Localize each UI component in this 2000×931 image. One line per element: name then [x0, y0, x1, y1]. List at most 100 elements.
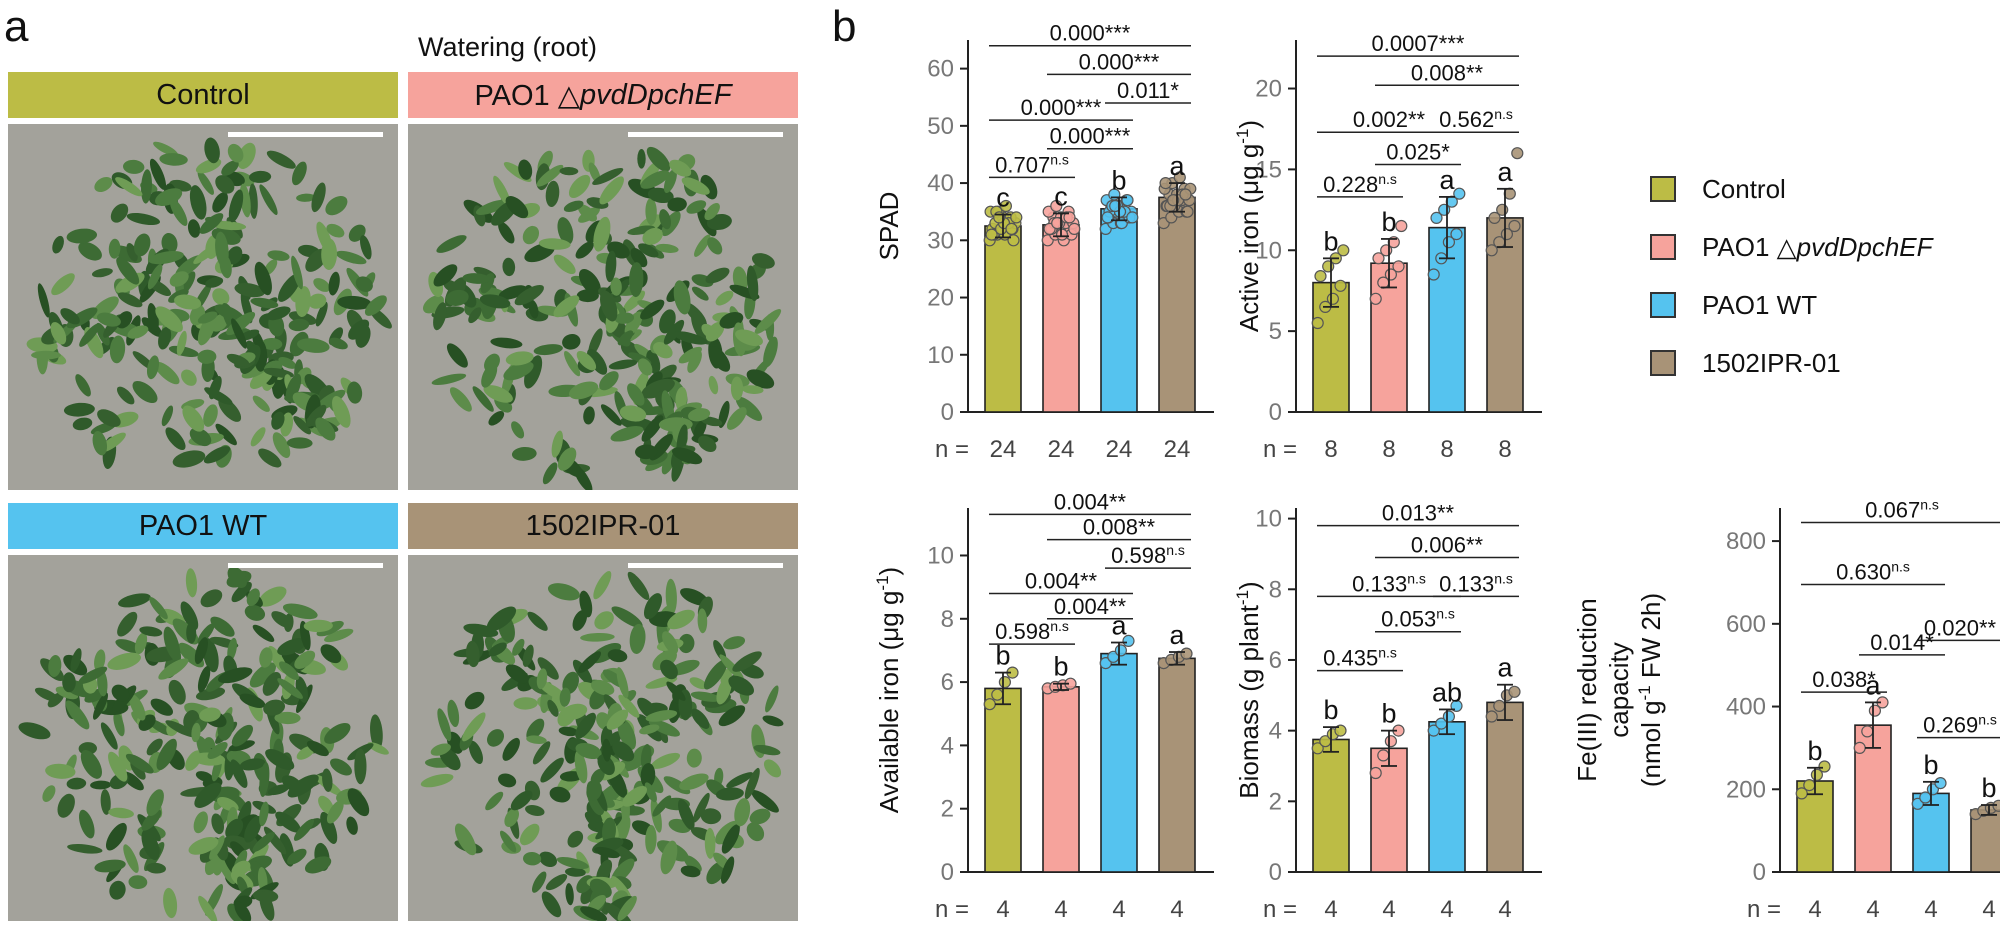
leaf — [288, 318, 310, 332]
bar — [984, 225, 1022, 413]
significance-letter: b — [1381, 699, 1396, 729]
y-tick-label: 40 — [927, 170, 954, 197]
leaf — [502, 257, 516, 277]
leaf — [45, 763, 76, 779]
leaf — [565, 883, 574, 906]
significance-mark: * — [1441, 140, 1450, 165]
leaf — [228, 189, 244, 223]
leaf — [34, 687, 59, 702]
comparison-label: 0.562n.s — [1439, 106, 1513, 132]
leaf — [523, 851, 542, 866]
leaf — [197, 666, 211, 693]
leaf — [559, 687, 571, 707]
leaf — [693, 792, 710, 823]
leaf — [263, 699, 286, 716]
scale-bar — [228, 563, 383, 568]
leaf — [594, 611, 614, 630]
leaf — [117, 611, 138, 637]
n-prefix: n = — [935, 436, 969, 463]
leaf — [630, 248, 648, 268]
leaf — [605, 250, 617, 283]
significance-letter: a — [1111, 611, 1127, 641]
leaf — [540, 757, 564, 783]
leaf — [168, 345, 199, 357]
leaf — [575, 241, 594, 259]
leaf — [675, 386, 688, 411]
leaf — [193, 244, 219, 265]
legend-swatch — [1650, 292, 1676, 318]
leaf — [592, 168, 624, 185]
leaf — [277, 273, 301, 302]
leaf — [161, 405, 174, 427]
n-label: 4 — [1170, 896, 1183, 923]
p-value: 0.014 — [1870, 630, 1925, 655]
y-tick-label: 10 — [927, 342, 954, 369]
data-point — [1337, 244, 1350, 257]
p-value: 0.228 — [1323, 172, 1378, 197]
leaf — [567, 830, 584, 848]
leaf — [149, 158, 167, 190]
leaf — [525, 805, 545, 816]
significance-letter: b — [1923, 750, 1938, 780]
leaf — [51, 273, 75, 296]
leaf — [18, 722, 51, 740]
leaf — [751, 253, 775, 269]
leaf — [239, 758, 266, 771]
leaf — [328, 271, 340, 296]
leaf — [511, 446, 537, 461]
leaf — [227, 566, 248, 589]
leaf — [538, 238, 571, 250]
leaf — [742, 385, 764, 394]
comparison-label: 0.269n.s — [1923, 712, 1997, 738]
leaf — [490, 337, 523, 349]
leaf — [532, 741, 551, 765]
leaf — [531, 871, 547, 893]
leaf — [753, 744, 781, 756]
y-tick-label: 20 — [927, 285, 954, 312]
data-point — [1126, 211, 1139, 224]
leaf — [619, 405, 647, 422]
leaf — [258, 448, 282, 468]
leaf — [259, 891, 275, 921]
panel-label-b: b — [832, 2, 857, 51]
leaf — [42, 785, 56, 802]
leaf — [462, 273, 490, 284]
data-point — [1450, 228, 1463, 241]
leaf — [574, 750, 588, 784]
leaf — [645, 676, 678, 689]
leaf — [252, 624, 275, 643]
comparison-label: 0.025* — [1386, 140, 1450, 165]
leaf — [679, 773, 709, 791]
leaf — [652, 795, 672, 817]
leaf — [158, 327, 172, 350]
data-point — [1442, 710, 1456, 723]
leaf — [505, 196, 529, 219]
leaf — [67, 844, 103, 854]
leaf — [225, 818, 244, 840]
data-point — [1334, 279, 1347, 292]
leaf — [648, 719, 681, 737]
leaf — [315, 301, 328, 327]
leaf — [278, 661, 300, 680]
significance-mark: *** — [1105, 21, 1131, 46]
foliage-drawing — [408, 124, 798, 490]
significance-letter: a — [1439, 165, 1455, 195]
y-axis-label: Biomass (g plant-1) — [1233, 581, 1264, 798]
p-value: 0.269 — [1923, 713, 1978, 738]
leaf — [578, 651, 602, 673]
leaf — [639, 724, 660, 735]
leaf — [462, 712, 486, 742]
p-value: 0.011 — [1117, 78, 1170, 103]
leaf — [655, 243, 679, 253]
data-point — [1496, 203, 1509, 216]
leaf — [304, 856, 332, 874]
leaf — [586, 780, 602, 801]
leaf — [239, 693, 266, 708]
leaf — [637, 148, 646, 169]
leaf — [165, 720, 196, 738]
n-prefix: n = — [1747, 896, 1781, 923]
leaf — [259, 762, 270, 798]
legend-item-1502ipr: 1502IPR-01 — [1650, 334, 1933, 392]
leaf — [295, 286, 311, 318]
